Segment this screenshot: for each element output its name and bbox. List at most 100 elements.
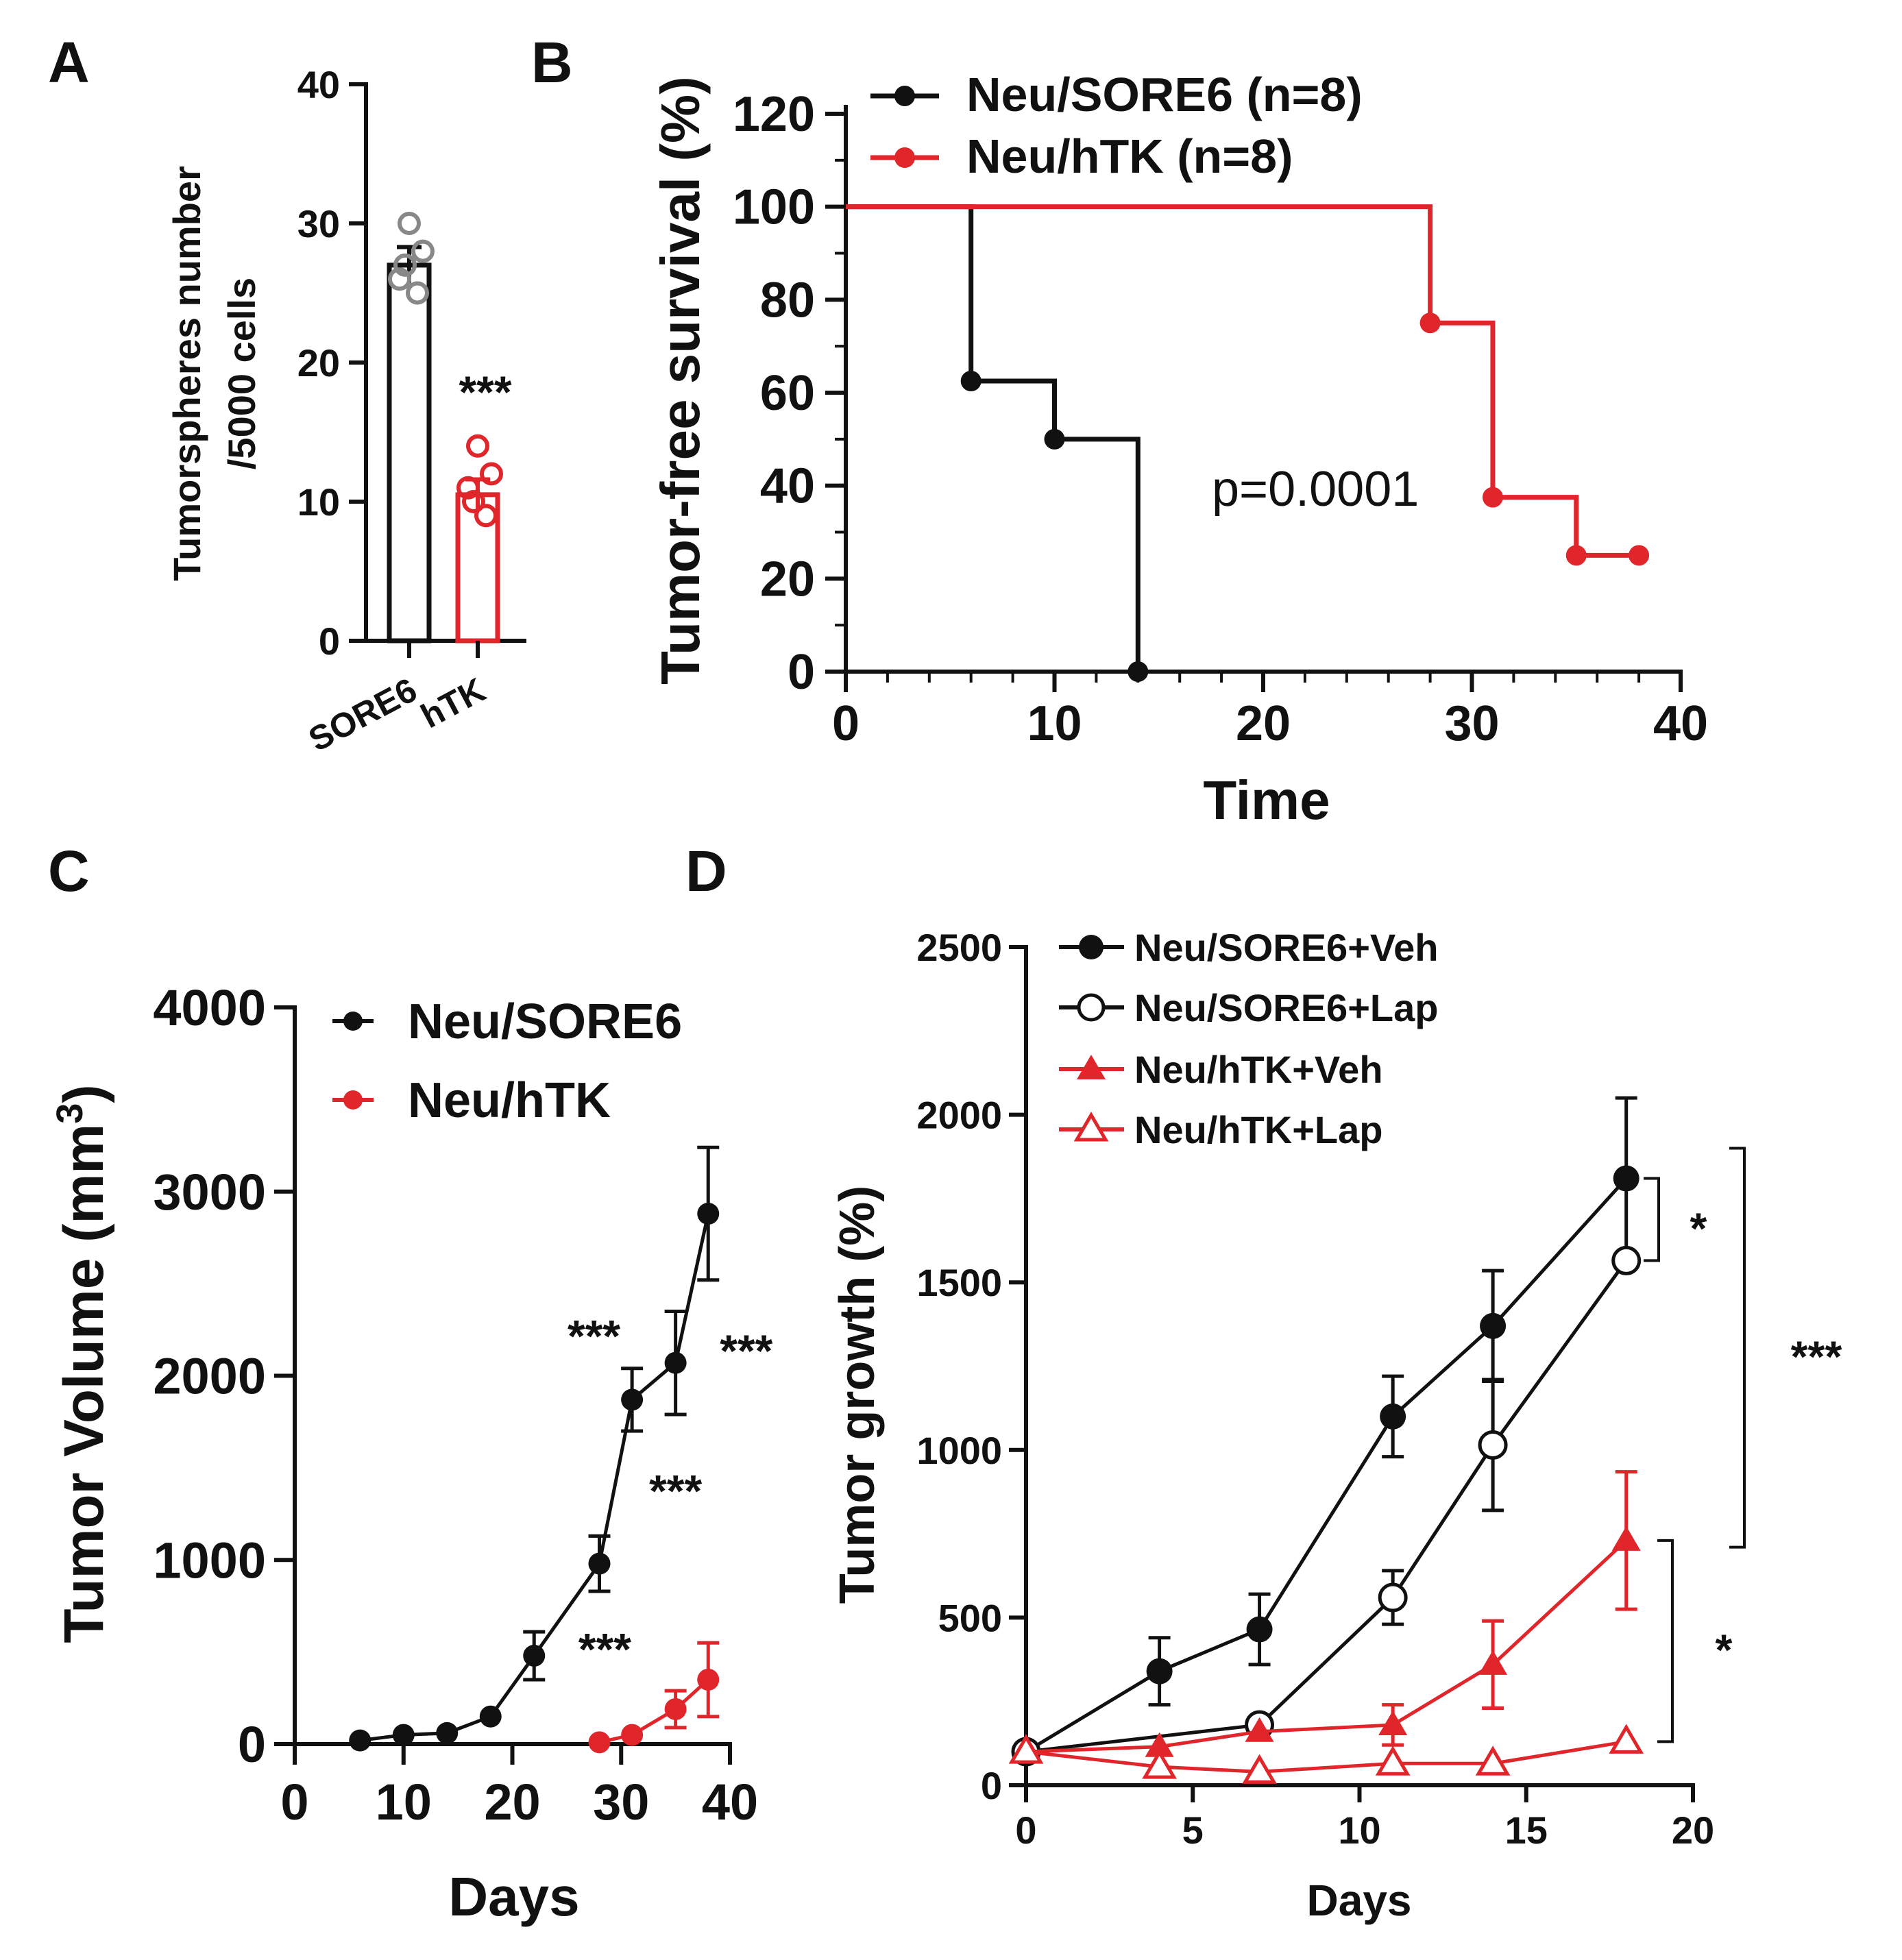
panel-b-ytick-label: 20	[760, 552, 815, 607]
panel-b-censor-marker	[1044, 428, 1065, 450]
panel-d-ytick-label: 2000	[916, 1094, 1002, 1137]
legend-label-htk-lap: Neu/hTK+Lap	[1134, 1108, 1382, 1151]
panel-d-ytick-label: 2500	[916, 926, 1002, 969]
legend-marker-neu-htk-c	[343, 1090, 363, 1110]
panel-d-point	[1242, 1754, 1277, 1784]
panel-b-censor-marker	[1565, 545, 1587, 566]
panel-a-ytick-label: 10	[297, 480, 340, 524]
panel-a-point	[388, 267, 411, 291]
panel-c-ylabel-close: )	[53, 1084, 115, 1103]
panel-a-xtick-label-htk: hTK	[415, 670, 491, 735]
panel-c-ylabel-sup: 3	[49, 1103, 90, 1124]
panel-b-pvalue: p=0.0001	[1212, 462, 1419, 517]
panel-a-significance: ***	[459, 367, 511, 417]
panel-label-d: D	[685, 839, 727, 903]
panel-c-line-1	[598, 1678, 709, 1744]
panel-a-point	[466, 434, 489, 458]
panel-b-censor-marker	[1482, 487, 1503, 508]
panel-a-point	[406, 281, 429, 305]
panel-b-ylabel: Tumor-free survival (%)	[650, 76, 711, 685]
panel-c-point	[479, 1705, 502, 1728]
panel-d-point	[1378, 1710, 1408, 1735]
panel-d-point	[1613, 1165, 1639, 1192]
panel-c-point	[664, 1351, 687, 1374]
panel-c-xtick-label: 20	[484, 1774, 540, 1830]
panel-d-point	[1611, 1245, 1642, 1275]
panel-label-c: C	[48, 839, 90, 903]
panel-a-point	[462, 490, 485, 513]
panel-d-point	[1380, 1403, 1406, 1430]
panel-d-point	[1478, 1650, 1508, 1675]
panel-b-xtick-label: 40	[1653, 696, 1708, 751]
panel-d-point	[1146, 1658, 1173, 1685]
panel-label-b: B	[531, 30, 573, 95]
panel-c-ytick-label: 4000	[153, 979, 266, 1036]
panel-a-ytick-label: 30	[297, 202, 340, 245]
panel-c-significance: ***	[720, 1325, 772, 1376]
panel-b-ytick-label: 0	[788, 645, 815, 700]
panel-d-point	[1475, 1745, 1511, 1776]
panel-c-xtick-label: 10	[376, 1774, 432, 1830]
panel-c-point	[588, 1552, 611, 1575]
panel-c-ytick-label: 1000	[153, 1532, 266, 1589]
panel-d-xtick-label: 0	[1015, 1809, 1036, 1852]
panel-b-censor-marker	[1629, 545, 1650, 566]
panel-c-point	[436, 1722, 459, 1744]
panel-b-censor-marker	[1127, 661, 1149, 682]
legend-marker-neu-sore6	[894, 86, 915, 106]
panel-b-ytick-label: 60	[760, 366, 815, 421]
panel-c-ylabel: Tumor Volume (mm3)	[49, 1084, 115, 1643]
panel-c-ylabel-text: Tumor Volume (mm	[53, 1124, 115, 1643]
panel-b-xtick-label: 20	[1236, 696, 1291, 751]
panel-d-xtick-label: 20	[1672, 1809, 1714, 1852]
panel-c-point	[664, 1698, 687, 1720]
panel-b-curve-0	[846, 204, 1141, 672]
legend-marker-sore6-veh	[1079, 935, 1104, 959]
panel-b-xtick-label: 10	[1027, 696, 1082, 751]
panel-c-significance: ***	[649, 1465, 702, 1516]
panel-b-ytick-label: 40	[760, 459, 815, 514]
panel-d-bracket	[1644, 1177, 1660, 1262]
panel-a-point	[474, 504, 498, 528]
panel-c-point	[523, 1645, 546, 1667]
legend-label-htk-veh: Neu/hTK+Veh	[1134, 1048, 1383, 1091]
panel-c-ytick-label: 3000	[153, 1164, 266, 1221]
panel-a-point	[398, 212, 421, 235]
panel-d-point	[1145, 1732, 1174, 1757]
panel-c-point	[621, 1724, 644, 1746]
legend-marker-neu-sore6-c	[343, 1012, 363, 1031]
panel-c-point	[588, 1731, 611, 1754]
legend-marker-sore6-lap	[1077, 993, 1106, 1022]
legend-label-neu-htk: Neu/hTK (n=8)	[966, 130, 1293, 183]
panel-b-chart: Tumor-free survival (%) Time p=0.0001 0 2…	[650, 68, 1708, 831]
panel-d-point	[1142, 1749, 1177, 1779]
panel-a-xtick-label-sore6: SORE6	[302, 670, 423, 759]
panel-c-xtick-label: 30	[593, 1774, 649, 1830]
panel-d-bracket-label: *	[1716, 1626, 1733, 1675]
panel-c-point	[349, 1729, 371, 1752]
panel-d-point	[1378, 1582, 1408, 1613]
panel-d-ytick-label: 1500	[916, 1261, 1002, 1304]
panel-c-significance: ***	[568, 1311, 620, 1362]
panel-a-chart: Tumorspheres number /5000 cells 0 10 20 30 4…	[165, 63, 526, 759]
panel-d-chart: Tumor growth (%) Days 0 500 1000 1500 2000 25…	[830, 926, 1842, 1925]
panel-b-xtick-label: 30	[1444, 696, 1499, 751]
panel-a-point	[480, 462, 503, 486]
panel-label-a: A	[48, 30, 90, 95]
panel-c-significance: ***	[578, 1624, 631, 1674]
legend-marker-htk-veh	[1077, 1055, 1106, 1079]
panel-d-ytick-label: 0	[981, 1764, 1002, 1807]
panel-a-ylabel-line2: /5000 cells	[220, 278, 263, 469]
panel-b-ytick-label: 120	[733, 87, 815, 142]
legend-label-neu-htk-c: Neu/hTK	[408, 1073, 611, 1128]
panel-d-xlabel: Days	[1307, 1876, 1412, 1925]
panel-d-point	[1375, 1745, 1411, 1776]
panel-a-ylabel-line1: Tumorspheres number	[165, 166, 208, 581]
panel-c-point	[621, 1388, 644, 1411]
panel-b-censor-marker	[1419, 313, 1441, 334]
panel-b-censor-marker	[960, 371, 982, 392]
panel-c-point	[697, 1203, 720, 1225]
panel-d-point	[1480, 1312, 1507, 1339]
panel-a-point	[411, 239, 435, 263]
